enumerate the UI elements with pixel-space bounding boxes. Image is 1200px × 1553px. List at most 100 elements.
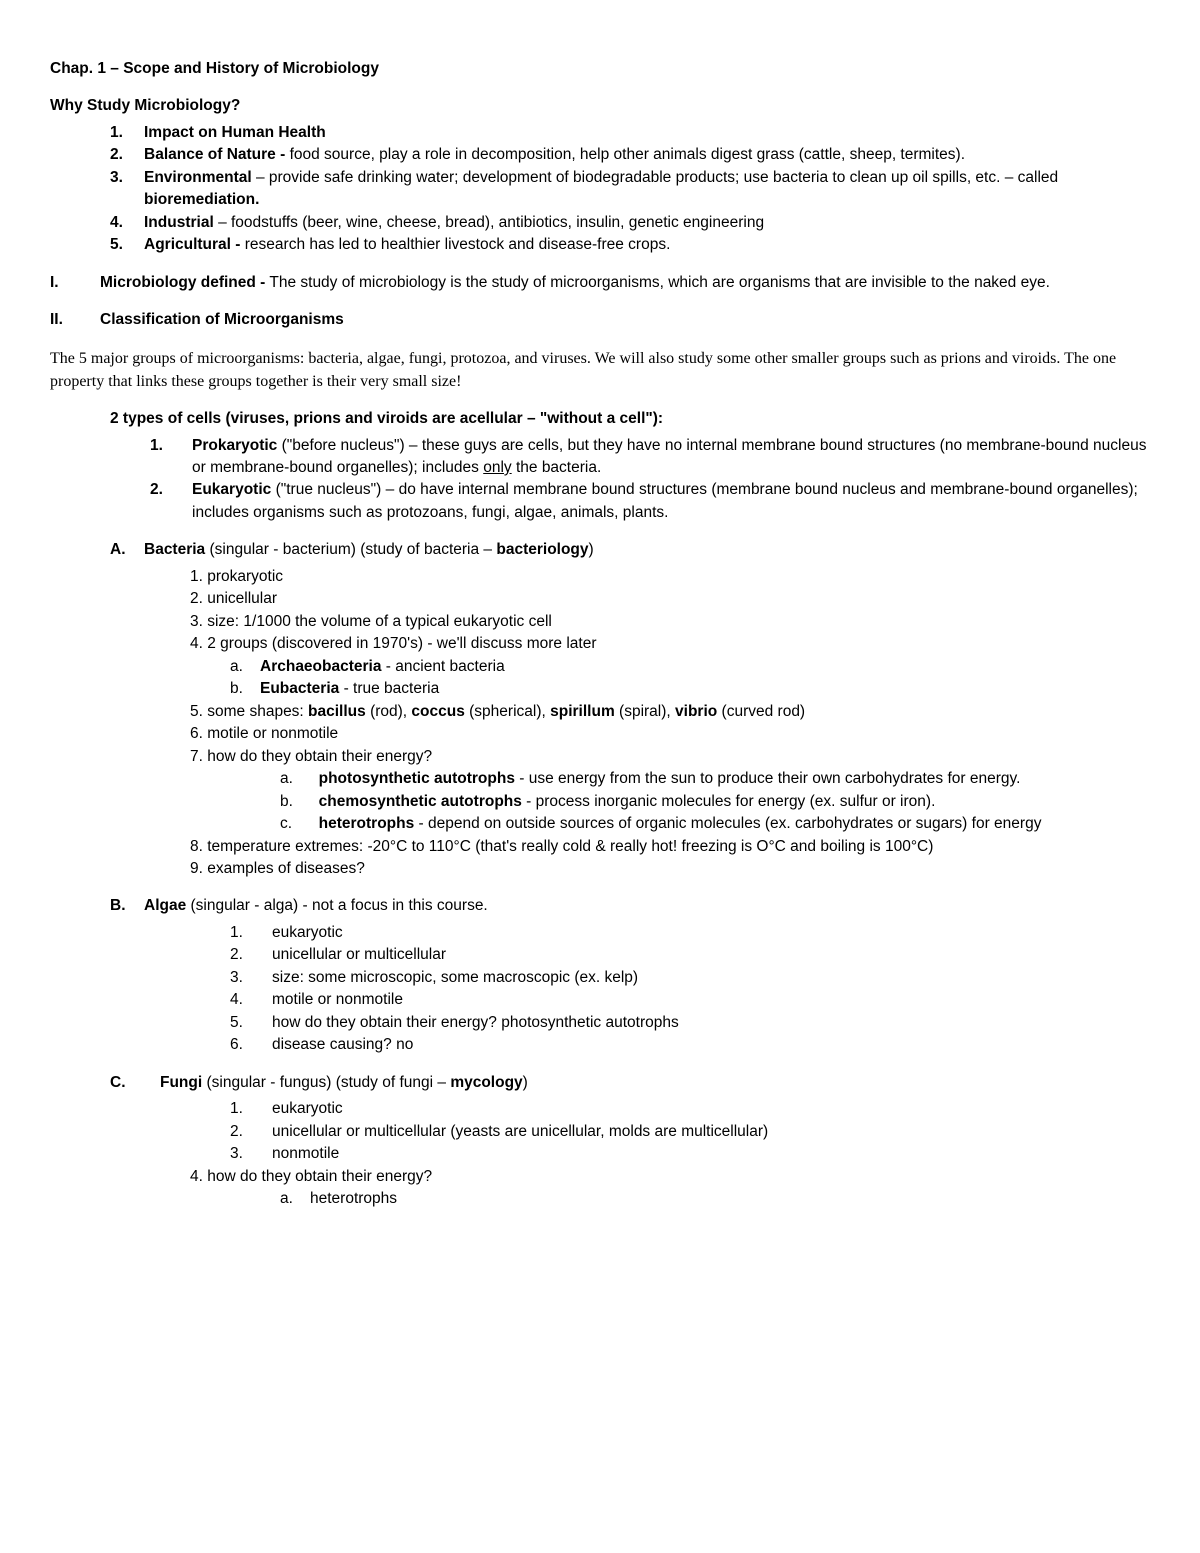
b-items: 1.eukaryotic 2.unicellular or multicellu… — [50, 922, 1150, 1057]
list-bold: Industrial — [144, 214, 214, 231]
section-a: A. Bacteria (singular - bacterium) (stud… — [50, 539, 1150, 561]
c-items: 1.eukaryotic 2.unicellular or multicellu… — [50, 1098, 1150, 1210]
list-item: 7. how do they obtain their energy? — [50, 746, 1150, 768]
sec-text: (singular - fungus) (study of fungi – — [202, 1074, 450, 1091]
section-ii: II. Classification of Microorganisms — [50, 309, 1150, 331]
para-5-groups: The 5 major groups of microorganisms: ba… — [50, 347, 1150, 393]
list-num: 5. — [110, 234, 144, 256]
sec-title: Fungi — [160, 1074, 202, 1091]
list-text: unicellular or multicellular (yeasts are… — [272, 1121, 1150, 1143]
sub-label: c. — [280, 813, 310, 835]
list-num: 1. — [110, 122, 144, 144]
list-text: eukaryotic — [272, 1098, 1150, 1120]
list-num: 2. — [230, 1121, 272, 1143]
why-heading: Why Study Microbiology? — [50, 95, 1150, 117]
list-bold: Balance of Nature - — [144, 146, 285, 163]
section-heading: Classification of Microorganisms — [100, 309, 1150, 331]
list-text: – provide safe drinking water; developme… — [252, 169, 1058, 186]
list-bold: Archaeobacteria — [260, 658, 381, 675]
list-num: 4. — [110, 212, 144, 234]
list-text: unicellular or multicellular — [272, 944, 1150, 966]
list-item: 4. how do they obtain their energy? — [50, 1166, 1150, 1188]
list-item: 4. 2 groups (discovered in 1970's) - we'… — [50, 633, 1150, 655]
list-text: motile or nonmotile — [272, 989, 1150, 1011]
list-text: heterotrophs — [310, 1188, 1150, 1210]
list-bold: photosynthetic autotrophs — [319, 770, 515, 787]
list-text: ("before nucleus") – these guys are cell… — [192, 437, 1146, 476]
list-text: - depend on outside sources of organic m… — [414, 815, 1041, 832]
list-num: 1. — [150, 435, 192, 480]
sec-text: ) — [523, 1074, 528, 1091]
list-num: 5. — [230, 1012, 272, 1034]
list-bold: chemosynthetic autotrophs — [319, 793, 522, 810]
list-bold: heterotrophs — [319, 815, 415, 832]
roman-label: I. — [50, 272, 100, 294]
list-text: – foodstuffs (beer, wine, cheese, bread)… — [214, 214, 764, 231]
list-item: 6. motile or nonmotile — [50, 723, 1150, 745]
sub-label: a. — [280, 768, 310, 790]
list-num: 2. — [230, 944, 272, 966]
letter-label: C. — [110, 1072, 160, 1094]
list-text: research has led to healthier livestock … — [240, 236, 670, 253]
letter-label: B. — [110, 895, 144, 917]
sec-title: bacteriology — [496, 541, 588, 558]
list-text: size: some microscopic, some macroscopic… — [272, 967, 1150, 989]
list-num: 1. — [230, 1098, 272, 1120]
why-list: 1.Impact on Human Health 2.Balance of Na… — [50, 122, 1150, 257]
list-text: - ancient bacteria — [381, 658, 504, 675]
list-num: 1. — [230, 922, 272, 944]
list-text: food source, play a role in decompositio… — [285, 146, 965, 163]
section-text: The study of microbiology is the study o… — [265, 274, 1050, 291]
list-num: 2. — [110, 144, 144, 166]
list-item: 8. temperature extremes: -20°C to 110°C … — [50, 836, 1150, 858]
page-title: Chap. 1 – Scope and History of Microbiol… — [50, 58, 1150, 80]
list-bold: Prokaryotic — [192, 437, 277, 454]
sec-title: mycology — [450, 1074, 522, 1091]
list-item: 5. some shapes: bacillus (rod), coccus (… — [50, 701, 1150, 723]
list-text: how do they obtain their energy? photosy… — [272, 1012, 1150, 1034]
list-item: 9. examples of diseases? — [50, 858, 1150, 880]
list-bold: Agricultural - — [144, 236, 240, 253]
section-bold: Microbiology defined - — [100, 274, 265, 291]
sec-text: ) — [589, 541, 594, 558]
list-bold: Eukaryotic — [192, 481, 271, 498]
list-text: nonmotile — [272, 1143, 1150, 1165]
roman-label: II. — [50, 309, 100, 331]
sub-label: b. — [230, 678, 260, 700]
sub-label: b. — [280, 791, 310, 813]
list-bold: Environmental — [144, 169, 252, 186]
a-items: 1. prokaryotic 2. unicellular 3. size: 1… — [50, 566, 1150, 881]
list-num: 3. — [110, 167, 144, 212]
list-num: 6. — [230, 1034, 272, 1056]
list-text: - use energy from the sun to produce the… — [515, 770, 1020, 787]
list-num: 3. — [230, 1143, 272, 1165]
section-b: B. Algae (singular - alga) - not a focus… — [50, 895, 1150, 917]
sec-title: Bacteria — [144, 541, 205, 558]
section-c: C. Fungi (singular - fungus) (study of f… — [50, 1072, 1150, 1094]
list-num: 4. — [230, 989, 272, 1011]
list-underline: only — [483, 459, 511, 476]
letter-label: A. — [110, 539, 144, 561]
sub-label: a. — [280, 1188, 310, 1210]
celltypes-heading: 2 types of cells (viruses, prions and vi… — [50, 408, 1150, 430]
list-text: disease causing? no — [272, 1034, 1150, 1056]
list-bold: Impact on Human Health — [144, 124, 326, 141]
list-text: eukaryotic — [272, 922, 1150, 944]
list-item: 1. prokaryotic — [50, 566, 1150, 588]
sec-text: (singular - bacterium) (study of bacteri… — [205, 541, 496, 558]
list-bold: Eubacteria — [260, 680, 339, 697]
sec-title: Algae — [144, 897, 186, 914]
list-text: - true bacteria — [339, 680, 439, 697]
list-item: 2. unicellular — [50, 588, 1150, 610]
list-text: the bacteria. — [512, 459, 602, 476]
list-num: 2. — [150, 479, 192, 524]
list-text: - process inorganic molecules for energy… — [522, 793, 936, 810]
list-bold: bioremediation. — [144, 191, 259, 208]
list-num: 3. — [230, 967, 272, 989]
list-text: ("true nucleus") – do have internal memb… — [192, 481, 1138, 520]
list-item: 3. size: 1/1000 the volume of a typical … — [50, 611, 1150, 633]
sub-label: a. — [230, 656, 260, 678]
celltypes-list: 1.Prokaryotic ("before nucleus") – these… — [50, 435, 1150, 525]
sec-text: (singular - alga) - not a focus in this … — [186, 897, 488, 914]
section-i: I. Microbiology defined - The study of m… — [50, 272, 1150, 294]
